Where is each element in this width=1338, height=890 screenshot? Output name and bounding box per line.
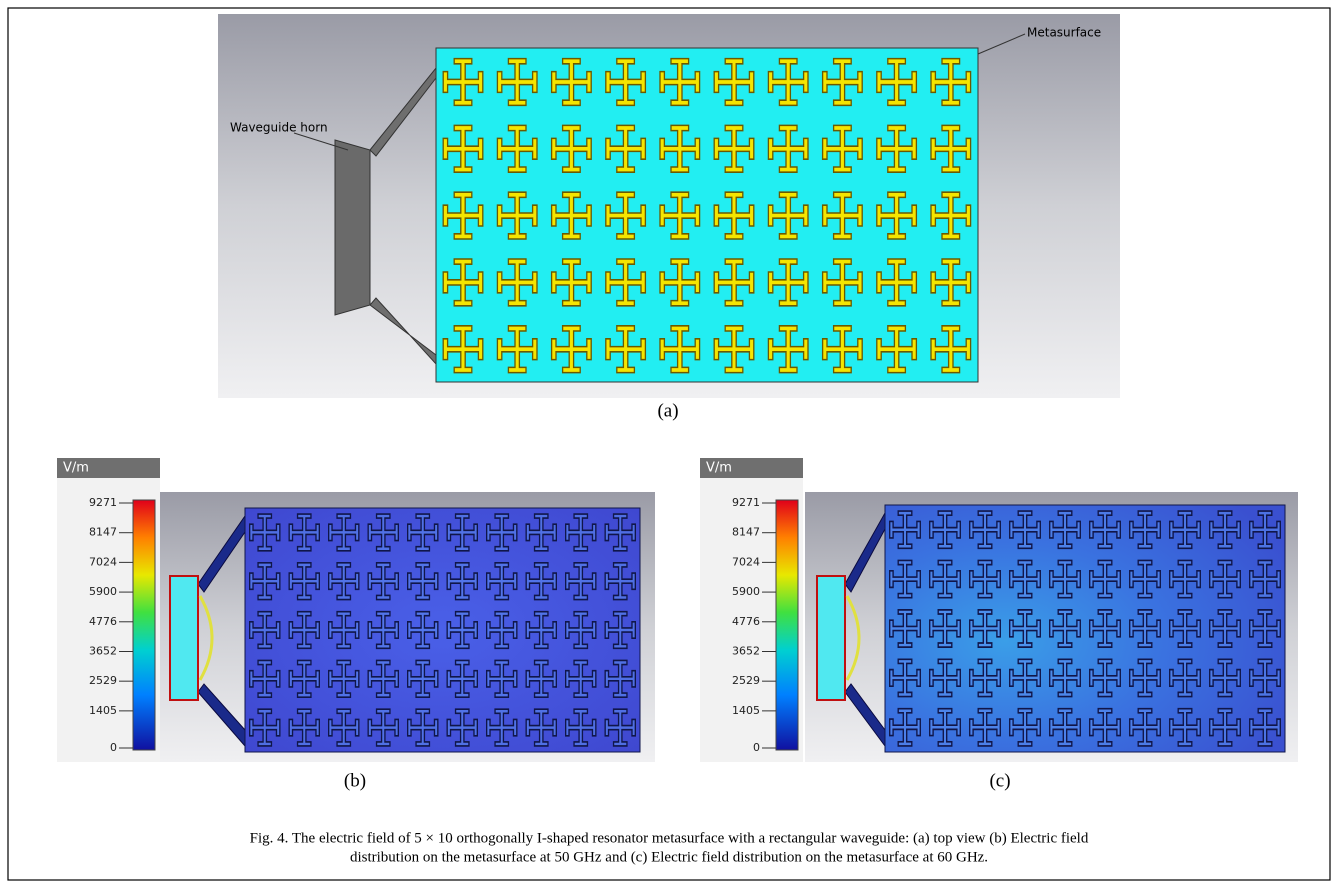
colorbar-tick-label: 3652: [732, 644, 760, 657]
panel-tag: (b): [344, 770, 366, 791]
colorbar-unit: V/m: [706, 461, 732, 476]
colorbar-tick-label: 0: [753, 741, 760, 754]
colorbar: [776, 500, 798, 750]
colorbar-tick-label: 4776: [732, 615, 760, 628]
colorbar-tick-label: 9271: [89, 496, 117, 509]
colorbar-tick-label: 1405: [732, 704, 760, 717]
caption-line: distribution on the metasurface at 50 GH…: [350, 849, 988, 865]
caption-line: Fig. 4. The electric field of 5 × 10 ort…: [250, 830, 1089, 846]
horn-body: [817, 576, 845, 700]
colorbar-tick-label: 1405: [89, 704, 117, 717]
colorbar-tick-label: 5900: [732, 585, 760, 598]
field-panel: V/m 9271 8147 7024 5900 4776 3652 2529 1405 0 (b): [57, 458, 655, 791]
panel-tag: (a): [657, 400, 678, 421]
colorbar-tick-label: 7024: [89, 555, 117, 568]
colorbar-tick-label: 2529: [89, 674, 117, 687]
colorbar-tick-label: 0: [110, 741, 117, 754]
metasurface-label: Metasurface: [1027, 26, 1101, 40]
horn-body: [170, 576, 198, 700]
horn-body: [335, 140, 370, 315]
figure: Waveguide horn Metasurface (a) Fig. 4. T…: [0, 0, 1338, 890]
colorbar-tick-label: 4776: [89, 615, 117, 628]
colorbar-tick-label: 8147: [732, 526, 760, 539]
colorbar-tick-label: 8147: [89, 526, 117, 539]
colorbar-tick-label: 2529: [732, 674, 760, 687]
colorbar-tick-label: 3652: [89, 644, 117, 657]
colorbar-tick-label: 7024: [732, 555, 760, 568]
colorbar: [133, 500, 155, 750]
colorbar-unit: V/m: [63, 461, 89, 476]
colorbar-tick-label: 5900: [89, 585, 117, 598]
colorbar-tick-label: 9271: [732, 496, 760, 509]
field-panel: V/m 9271 8147 7024 5900 4776 3652 2529 1405 0 (c): [700, 458, 1298, 791]
horn-label: Waveguide horn: [230, 121, 328, 135]
panel-tag: (c): [989, 770, 1010, 791]
